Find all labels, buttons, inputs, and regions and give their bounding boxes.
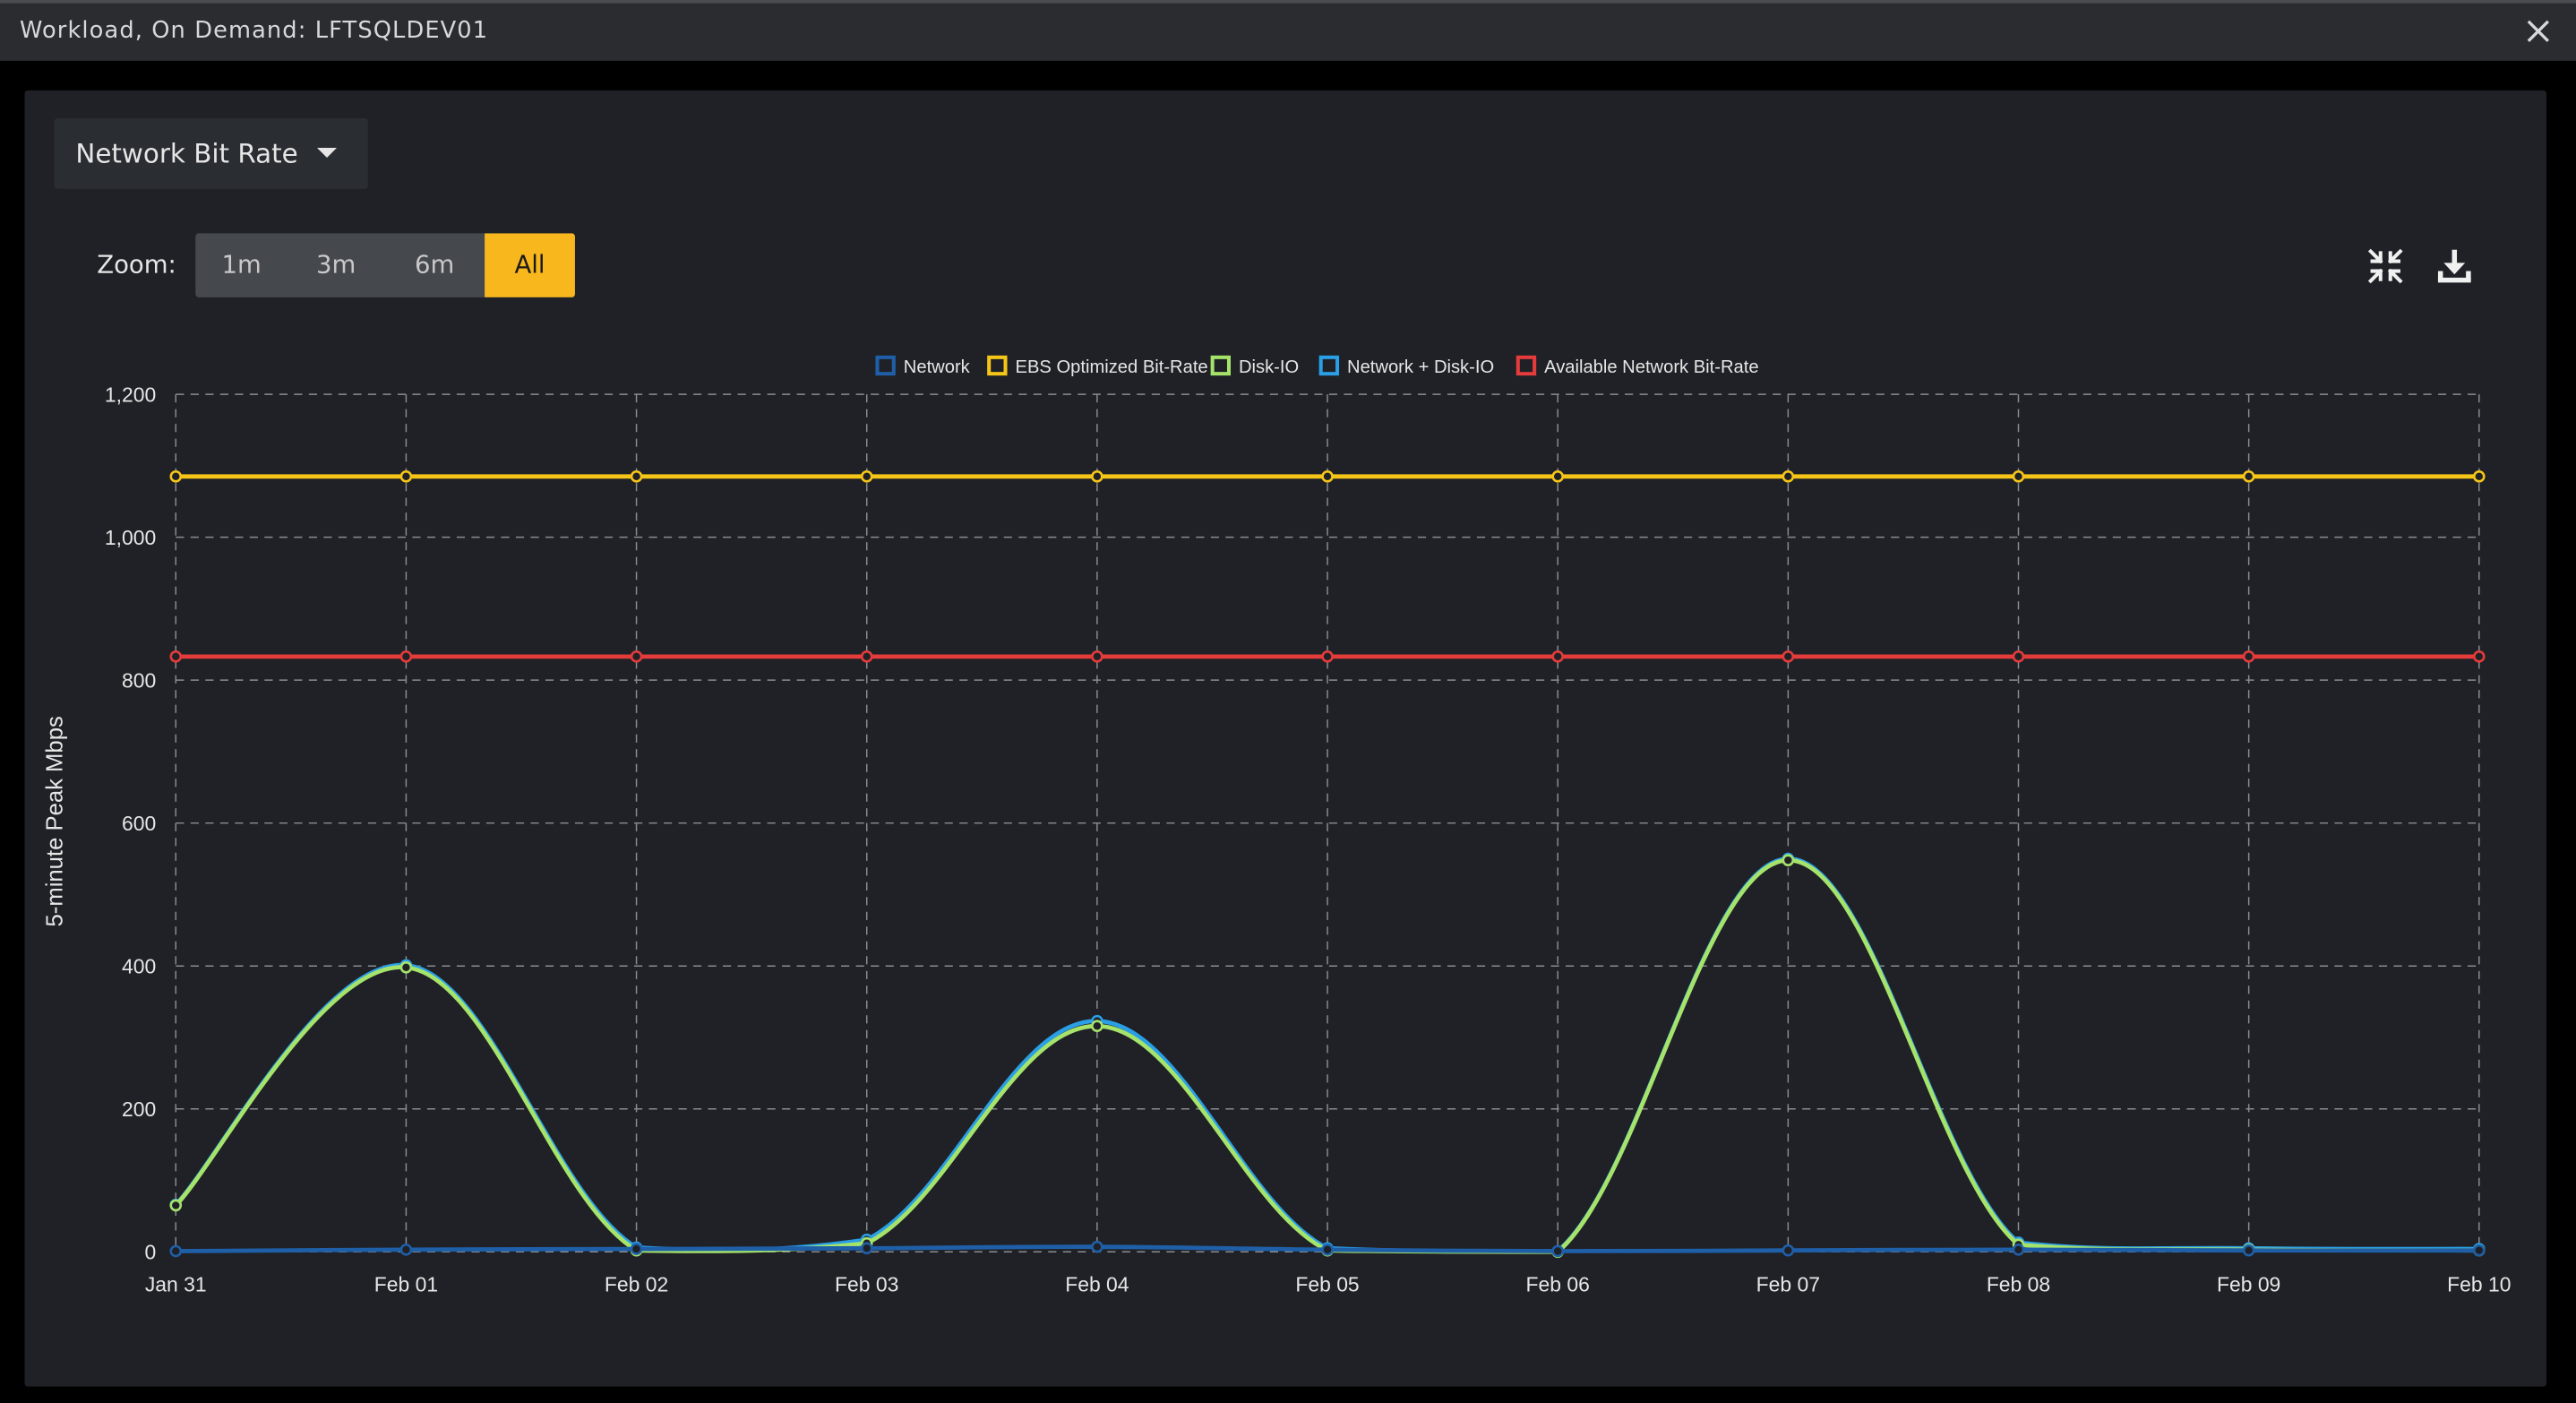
data-point[interactable] — [1321, 470, 1334, 483]
y-tick-label: 600 — [122, 812, 156, 835]
x-tick-label: Feb 06 — [1526, 1272, 1590, 1295]
legend-swatch — [1318, 355, 1340, 376]
data-point[interactable] — [630, 470, 643, 483]
legend-swatch — [987, 355, 1008, 376]
legend-label: Network + Disk-IO — [1347, 357, 1494, 377]
zoom-button-3m[interactable]: 3m — [315, 249, 356, 280]
legend-item[interactable]: EBS Optimized Bit-Rate — [987, 355, 1208, 377]
data-point[interactable] — [399, 470, 413, 483]
data-point[interactable] — [1091, 650, 1103, 663]
data-point[interactable] — [1782, 854, 1795, 866]
window-title: Workload, On Demand: LFTSQLDEV01 — [20, 18, 489, 45]
close-icon[interactable] — [2523, 16, 2553, 46]
data-point[interactable] — [399, 1244, 413, 1256]
y-tick-label: 1,200 — [105, 383, 156, 406]
x-tick-label: Feb 05 — [1295, 1272, 1359, 1295]
y-axis-ticks: 0 200 400 600 800 1,000 1,200 — [105, 383, 156, 1263]
data-point[interactable] — [169, 1244, 183, 1258]
data-point[interactable] — [169, 650, 183, 663]
data-point[interactable] — [630, 650, 643, 663]
data-point[interactable] — [1091, 1240, 1103, 1253]
download-icon[interactable] — [2434, 246, 2474, 286]
data-point[interactable] — [630, 1243, 643, 1255]
chart-grid — [175, 393, 2480, 1253]
zoom-label: Zoom: — [97, 249, 176, 280]
x-tick-label: Feb 02 — [605, 1272, 668, 1295]
data-point[interactable] — [169, 1199, 183, 1212]
y-tick-label: 0 — [144, 1241, 156, 1264]
legend-label: Disk-IO — [1239, 357, 1299, 377]
legend-label: EBS Optimized Bit-Rate — [1016, 357, 1208, 377]
data-point[interactable] — [1782, 470, 1795, 483]
legend-item[interactable]: Network + Disk-IO — [1318, 355, 1494, 377]
data-point[interactable] — [399, 650, 413, 663]
x-tick-label: Feb 04 — [1065, 1272, 1129, 1295]
window-titlebar: Workload, On Demand: LFTSQLDEV01 — [0, 0, 2576, 61]
chart-series — [169, 470, 2486, 1259]
data-point[interactable] — [860, 650, 873, 663]
metric-selector-label: Network Bit Rate — [75, 138, 298, 169]
chart-legend: Network EBS Optimized Bit-Rate Disk-IO Netw… — [875, 355, 1759, 377]
data-point[interactable] — [2473, 470, 2486, 483]
data-point[interactable] — [1091, 470, 1103, 483]
x-tick-label: Jan 31 — [145, 1272, 207, 1295]
data-point[interactable] — [2242, 1244, 2255, 1257]
data-point[interactable] — [2473, 1244, 2486, 1257]
chevron-down-icon — [317, 148, 338, 159]
data-point[interactable] — [2242, 470, 2255, 483]
data-point[interactable] — [2012, 650, 2025, 663]
zoom-button-group: 1m 3m 6m All — [195, 233, 575, 297]
legend-swatch — [1210, 355, 1231, 376]
data-point[interactable] — [1321, 650, 1334, 663]
legend-swatch — [875, 355, 896, 376]
y-tick-label: 800 — [122, 668, 156, 692]
legend-label: Network — [904, 357, 971, 377]
data-point[interactable] — [860, 1242, 873, 1255]
legend-item[interactable]: Network — [875, 355, 971, 377]
data-point[interactable] — [1091, 1020, 1103, 1033]
data-point[interactable] — [169, 470, 183, 483]
legend-label: Available Network Bit-Rate — [1544, 357, 1758, 377]
legend-item[interactable]: Disk-IO — [1210, 355, 1300, 377]
data-point[interactable] — [860, 470, 873, 483]
data-point[interactable] — [399, 961, 413, 974]
data-point[interactable] — [1782, 650, 1795, 663]
y-tick-label: 1,000 — [105, 526, 156, 549]
y-tick-label: 400 — [122, 954, 156, 977]
zoom-button-1m[interactable]: 1m — [221, 249, 262, 280]
data-point[interactable] — [1782, 1244, 1795, 1257]
data-point[interactable] — [2242, 650, 2255, 663]
data-point[interactable] — [1321, 1244, 1334, 1256]
x-tick-label: Feb 10 — [2447, 1272, 2511, 1295]
data-point[interactable] — [2473, 650, 2486, 663]
x-tick-label: Feb 03 — [835, 1272, 898, 1295]
x-tick-label: Feb 08 — [1987, 1272, 2050, 1295]
data-point[interactable] — [2012, 470, 2025, 483]
x-tick-label: Feb 09 — [2217, 1272, 2280, 1295]
collapse-arrows-icon[interactable] — [2366, 246, 2405, 286]
data-point[interactable] — [1551, 1244, 1564, 1258]
x-tick-label: Feb 07 — [1756, 1272, 1820, 1295]
x-axis-ticks: Jan 31 Feb 01 Feb 02 Feb 03 Feb 04 Feb 05 Feb … — [145, 1272, 2512, 1295]
zoom-button-6m[interactable]: 6m — [414, 249, 455, 280]
x-tick-label: Feb 01 — [374, 1272, 438, 1295]
zoom-button-all[interactable]: All — [485, 233, 575, 297]
y-tick-label: 200 — [122, 1097, 156, 1121]
data-point[interactable] — [2012, 1244, 2025, 1256]
data-point[interactable] — [1551, 650, 1564, 663]
data-point[interactable] — [1551, 470, 1564, 483]
legend-item[interactable]: Available Network Bit-Rate — [1516, 355, 1759, 377]
chart-panel: Network Bit Rate Zoom: 1m 3m 6m All — [24, 90, 2547, 1387]
metric-selector-dropdown[interactable]: Network Bit Rate — [54, 118, 368, 189]
legend-swatch — [1516, 355, 1537, 376]
y-axis-title: 5-minute Peak Mbps — [43, 716, 68, 926]
